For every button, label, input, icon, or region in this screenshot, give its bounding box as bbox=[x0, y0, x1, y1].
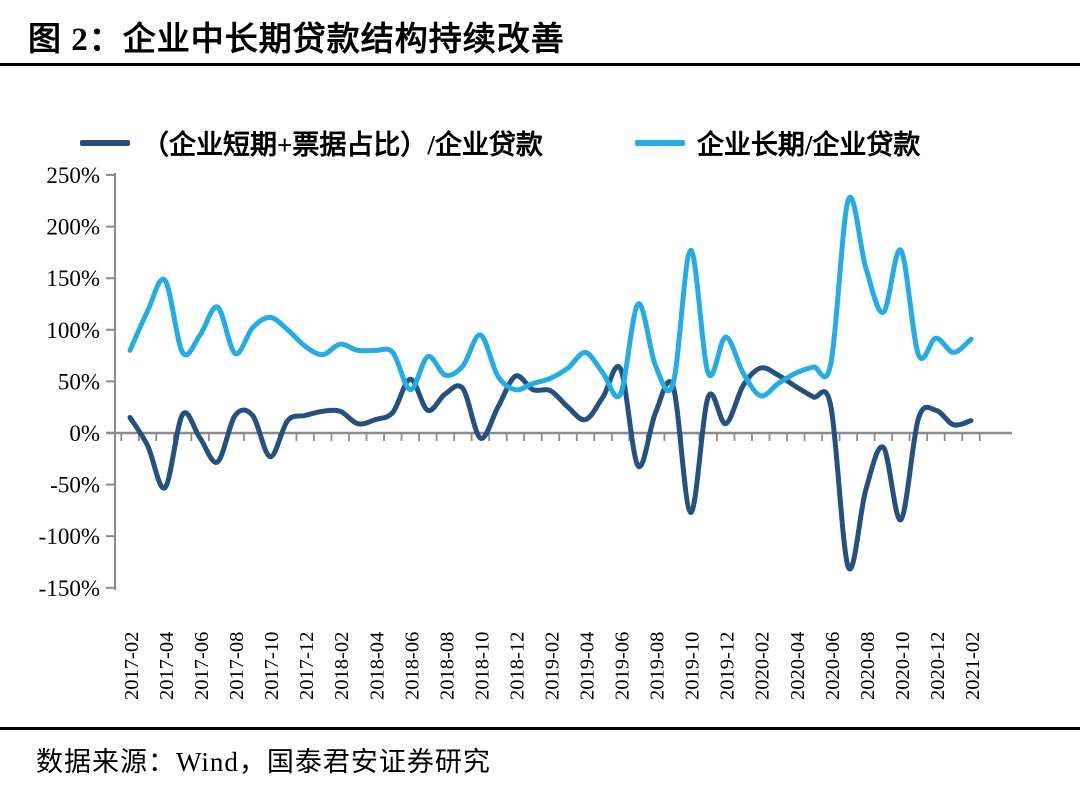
y-tick-label: -150% bbox=[39, 576, 100, 601]
x-tick-label: 2019-12 bbox=[717, 632, 739, 700]
x-tick-label: 2017-10 bbox=[261, 632, 283, 700]
x-tick-label: 2020-12 bbox=[927, 632, 949, 700]
x-tick-label: 2018-02 bbox=[331, 632, 353, 700]
x-tick-label: 2019-08 bbox=[647, 632, 669, 700]
legend-label-short-term: （企业短期+票据占比）/企业贷款 bbox=[142, 130, 543, 160]
x-tick-label: 2020-06 bbox=[822, 632, 844, 700]
y-tick-label: 50% bbox=[58, 369, 100, 394]
y-tick-label: -100% bbox=[39, 524, 100, 549]
y-tick-label: 0% bbox=[69, 421, 100, 446]
y-tick-label: -50% bbox=[50, 473, 100, 498]
x-tick-label: 2019-04 bbox=[577, 632, 599, 700]
x-tick-label: 2017-02 bbox=[121, 632, 143, 700]
legend-label-long-term: 企业长期/企业贷款 bbox=[696, 130, 921, 160]
legend-item-short-term: （企业短期+票据占比）/企业贷款 bbox=[80, 123, 543, 162]
series-line-long-term bbox=[127, 194, 974, 399]
x-axis: 2017-02 2017-04 2017-06 2017-08 2017-10 2017-… bbox=[106, 431, 1012, 700]
x-tick-label: 2020-08 bbox=[857, 632, 879, 700]
legend-item-long-term: 企业长期/企业贷款 bbox=[634, 123, 921, 162]
x-tick-label: 2018-12 bbox=[506, 632, 528, 700]
x-tick-label: 2017-12 bbox=[296, 632, 318, 700]
x-tick-label: 2021-02 bbox=[962, 632, 984, 700]
source-note: 数据来源：Wind，国泰君安证券研究 bbox=[36, 747, 491, 777]
series-line-short-term-bills bbox=[127, 364, 974, 572]
y-tick-label: 200% bbox=[46, 215, 100, 240]
figure-title: 图 2：企业中长期贷款结构持续改善 bbox=[28, 22, 565, 58]
x-tick-label: 2018-10 bbox=[471, 632, 493, 700]
x-tick-label: 2019-06 bbox=[612, 632, 634, 700]
x-tick-label: 2017-04 bbox=[156, 632, 178, 700]
x-tick-label: 2020-10 bbox=[892, 632, 914, 700]
x-tick-label: 2019-02 bbox=[541, 632, 563, 700]
series-lines bbox=[127, 194, 974, 572]
x-tick-label: 2019-10 bbox=[682, 632, 704, 700]
x-tick-label: 2020-02 bbox=[752, 632, 774, 700]
x-tick-label: 2020-04 bbox=[787, 632, 809, 700]
x-tick-label: 2018-08 bbox=[436, 632, 458, 700]
x-tick-label: 2018-04 bbox=[366, 632, 388, 700]
x-tick-label: 2018-06 bbox=[401, 632, 423, 700]
x-tick-label: 2017-08 bbox=[226, 632, 248, 700]
y-tick-label: 150% bbox=[46, 266, 100, 291]
legend-marker-long-term-icon bbox=[634, 139, 685, 146]
title-divider bbox=[0, 63, 1080, 66]
y-axis: 250% 200% 150% 100% 50% 0% -50% -100% -150% bbox=[39, 163, 116, 601]
legend-marker-short-term-icon bbox=[80, 139, 130, 146]
y-tick-label: 100% bbox=[46, 318, 100, 343]
legend: （企业短期+票据占比）/企业贷款 企业长期/企业贷款 bbox=[80, 123, 920, 162]
footer-divider bbox=[0, 727, 1080, 730]
x-tick-label: 2017-06 bbox=[191, 632, 213, 700]
y-tick-label: 250% bbox=[46, 163, 100, 188]
